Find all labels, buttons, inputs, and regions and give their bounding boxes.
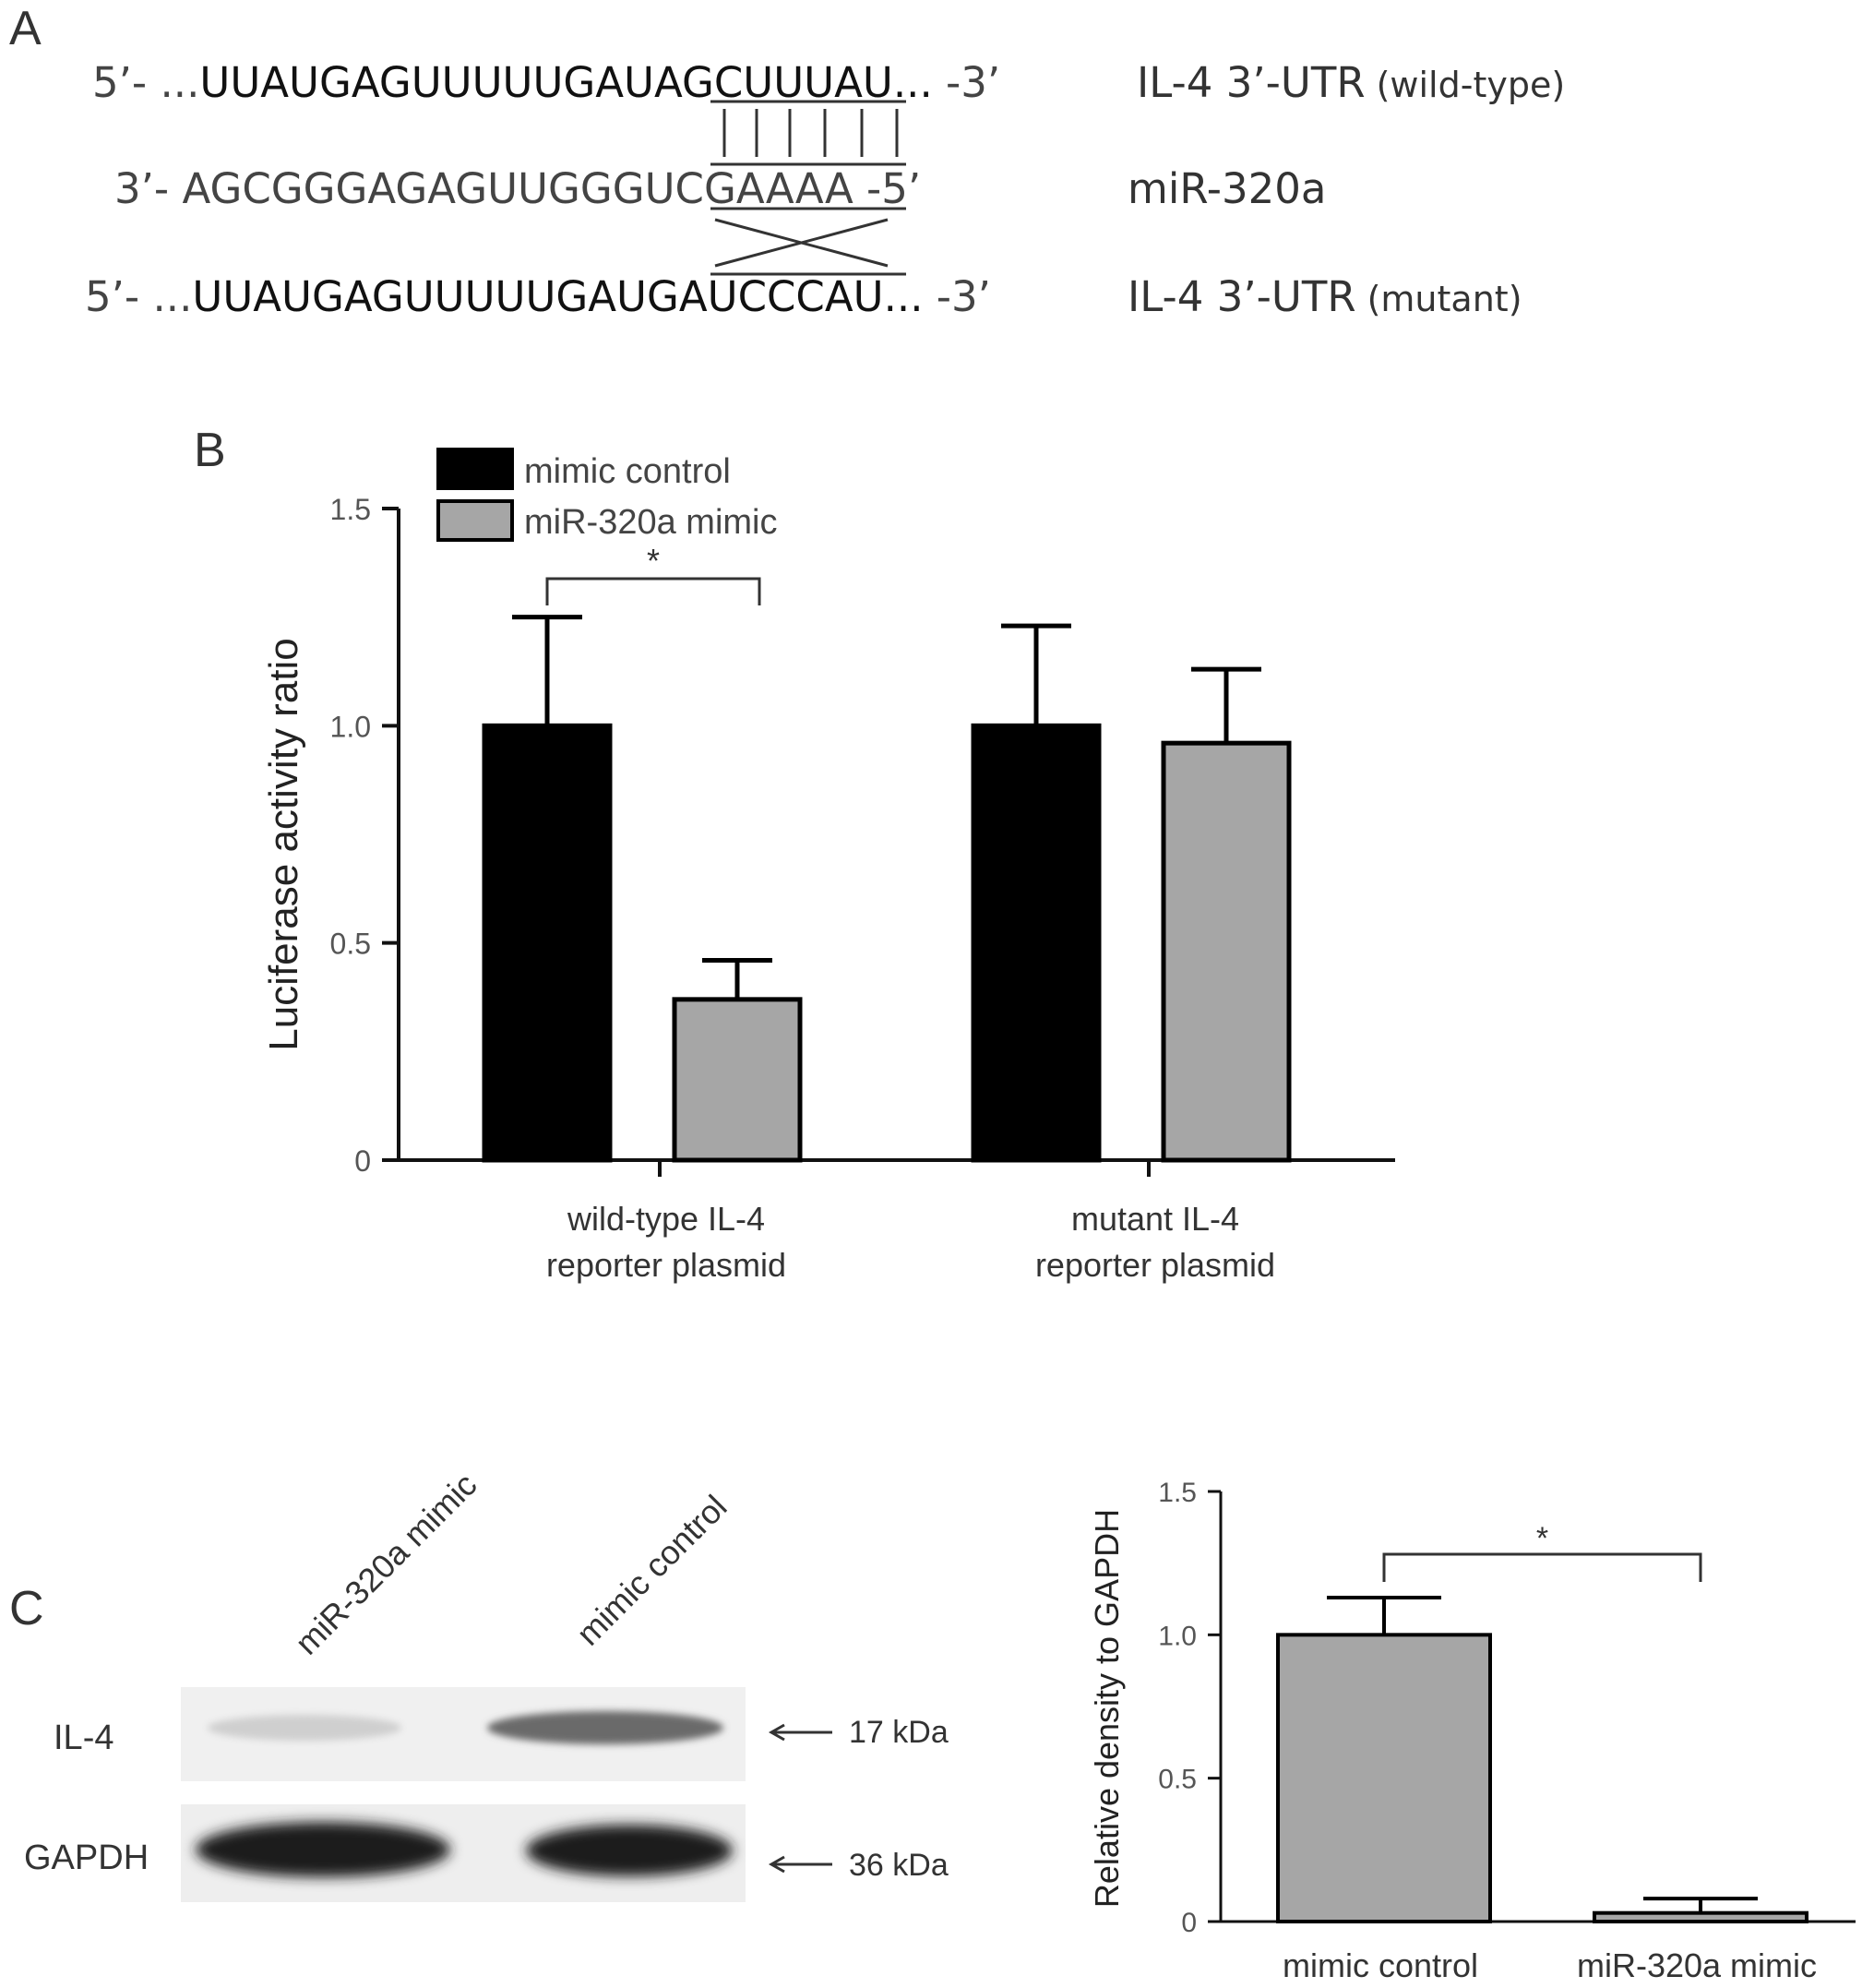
sequence-dark: AGCGGGAGAGUUGGG (182, 164, 644, 213)
sequence-suffix: -3’ (924, 272, 991, 321)
lane-label-mir-mimic: miR-320a mimic (288, 1466, 484, 1662)
y-tick-label: 0.5 (1158, 1765, 1197, 1795)
blot-row-label-gapdh: GAPDH (24, 1838, 149, 1877)
sequence-tail: A (825, 164, 853, 213)
x-tick-label: reporter plasmid (1035, 1246, 1275, 1284)
western-blot (181, 1687, 746, 1902)
sequence-label-paren: (wild-type) (1377, 65, 1566, 105)
legend-label-mir-mimic: miR-320a mimic (524, 503, 777, 542)
lane-label-mimic-control: mimic control (569, 1488, 734, 1653)
svg-text:IL-4 3’-UTR(mutant): IL-4 3’-UTR (mutant) (1128, 272, 1522, 321)
sequence-label: IL-4 3’-UTR (1137, 58, 1366, 107)
y-axis-label: Relative density to GAPDH (1088, 1509, 1126, 1908)
y-tick-label: 1.5 (1158, 1478, 1197, 1508)
significance-label: * (1536, 1521, 1548, 1556)
sequence-label: IL-4 3’-UTR (1128, 272, 1356, 321)
marker-label-17kda: 17 kDa (849, 1715, 949, 1750)
binding-site: AGCUUU (654, 58, 834, 107)
sequence-row-mutant: 5’- ...UUAUGAGUUUUUGAUGAUCCCAU... -3’ IL… (85, 272, 1522, 321)
bar (1161, 740, 1292, 1163)
x-tick-label: reporter plasmid (546, 1246, 786, 1284)
bar (672, 997, 803, 1163)
y-tick-label: 1.5 (330, 493, 371, 526)
bar (971, 723, 1102, 1163)
significance-bracket (1382, 1552, 1702, 1582)
sequence-suffix: -3’ (933, 58, 1000, 107)
significance-bracket (545, 577, 761, 605)
legend: mimic control miR-320a mimic (436, 448, 777, 542)
significance-label: * (647, 542, 660, 580)
y-axis-label: Luciferase activity ratio (261, 638, 306, 1051)
sequence-label-paren: (mutant) (1367, 279, 1522, 319)
panel-c-letter: C (9, 1582, 44, 1635)
marker-label-36kda: 36 kDa (849, 1848, 949, 1883)
x-tick-label: mimic control (1283, 1946, 1478, 1984)
bar (482, 723, 613, 1163)
sequence-dark: UUAUGAGUUUUUGAU (199, 58, 654, 107)
band-il4-mir-mimic (208, 1715, 401, 1741)
y-tick-label: 0.5 (330, 928, 371, 961)
band-gapdh-mimic-control (526, 1825, 733, 1876)
binding-site: UCGAAA (645, 164, 825, 213)
panel-a-letter: A (9, 2, 42, 55)
bar (1276, 1633, 1492, 1924)
legend-label-mimic-control: mimic control (524, 452, 731, 491)
luciferase-chart: 0 0.5 1.0 1.5 wild-type IL-4 reporter plasmid… (330, 493, 1395, 1284)
binding-site: GAUCCC (647, 272, 825, 321)
blot-row-label-il4: IL-4 (54, 1719, 113, 1757)
band-il4-mimic-control (487, 1711, 723, 1744)
sequence-tail: AU... (834, 58, 933, 107)
y-tick-label: 1.0 (1158, 1621, 1197, 1651)
panel-b-letter: B (194, 424, 226, 477)
band-gapdh-mir-mimic (196, 1822, 450, 1877)
svg-text:5’- ...UUAUGAGUUUUUGAUAGCUUUAU: 5’- ...UUAUGAGUUUUUGAUAGCUUUAU... -3’ (92, 58, 1000, 107)
sequence-label: miR-320a (1128, 164, 1327, 213)
sequence-tail: AU... (825, 272, 924, 321)
sequence-prefix: 5’- ... (85, 272, 192, 321)
svg-text:5’- ...UUAUGAGUUUUUGAUGAUCCCAU: 5’- ...UUAUGAGUUUUUGAUGAUCCCAU... -3’ (85, 272, 991, 321)
density-chart: 0 0.5 1.0 1.5 mimic control miR-320a mimic * (1158, 1478, 1856, 1984)
svg-text:IL-4 3’-UTR(wild-type): IL-4 3’-UTR (wild-type) (1137, 58, 1565, 107)
bar (1593, 1910, 1808, 1923)
x-tick-label: mutant IL-4 (1071, 1200, 1239, 1238)
marker-arrow-17kda (768, 1723, 832, 1742)
marker-arrow-36kda (768, 1855, 832, 1874)
sequence-prefix: 3’- (114, 164, 182, 213)
sequence-row-mir: 3’- AGCGGGAGAGUUGGGUCGAAAA -5’ miR-320a (114, 164, 1327, 213)
base-pairing-lines (710, 100, 906, 276)
mismatch-cross (714, 218, 889, 268)
sequence-row-wild-type: 5’- ...UUAUGAGUUUUUGAUAGCUUUAU... -3’ IL… (92, 58, 1565, 107)
sequence-prefix: 5’- ... (92, 58, 199, 107)
x-tick-label: miR-320a mimic (1577, 1946, 1817, 1984)
sequence-dark: UUAUGAGUUUUUGAU (192, 272, 647, 321)
y-tick-label: 0 (1181, 1908, 1197, 1938)
legend-swatch-mimic-control (436, 448, 514, 490)
y-tick-label: 0 (354, 1144, 371, 1178)
legend-swatch-mir-mimic (436, 499, 514, 542)
y-tick-label: 1.0 (330, 710, 371, 743)
sequence-suffix: -5’ (853, 164, 921, 213)
svg-text:3’- AGCGGGAGAGUUGGGUCGAAAA -5’: 3’- AGCGGGAGAGUUGGGUCGAAAA -5’ (114, 164, 921, 213)
x-tick-label: wild-type IL-4 (567, 1200, 765, 1238)
